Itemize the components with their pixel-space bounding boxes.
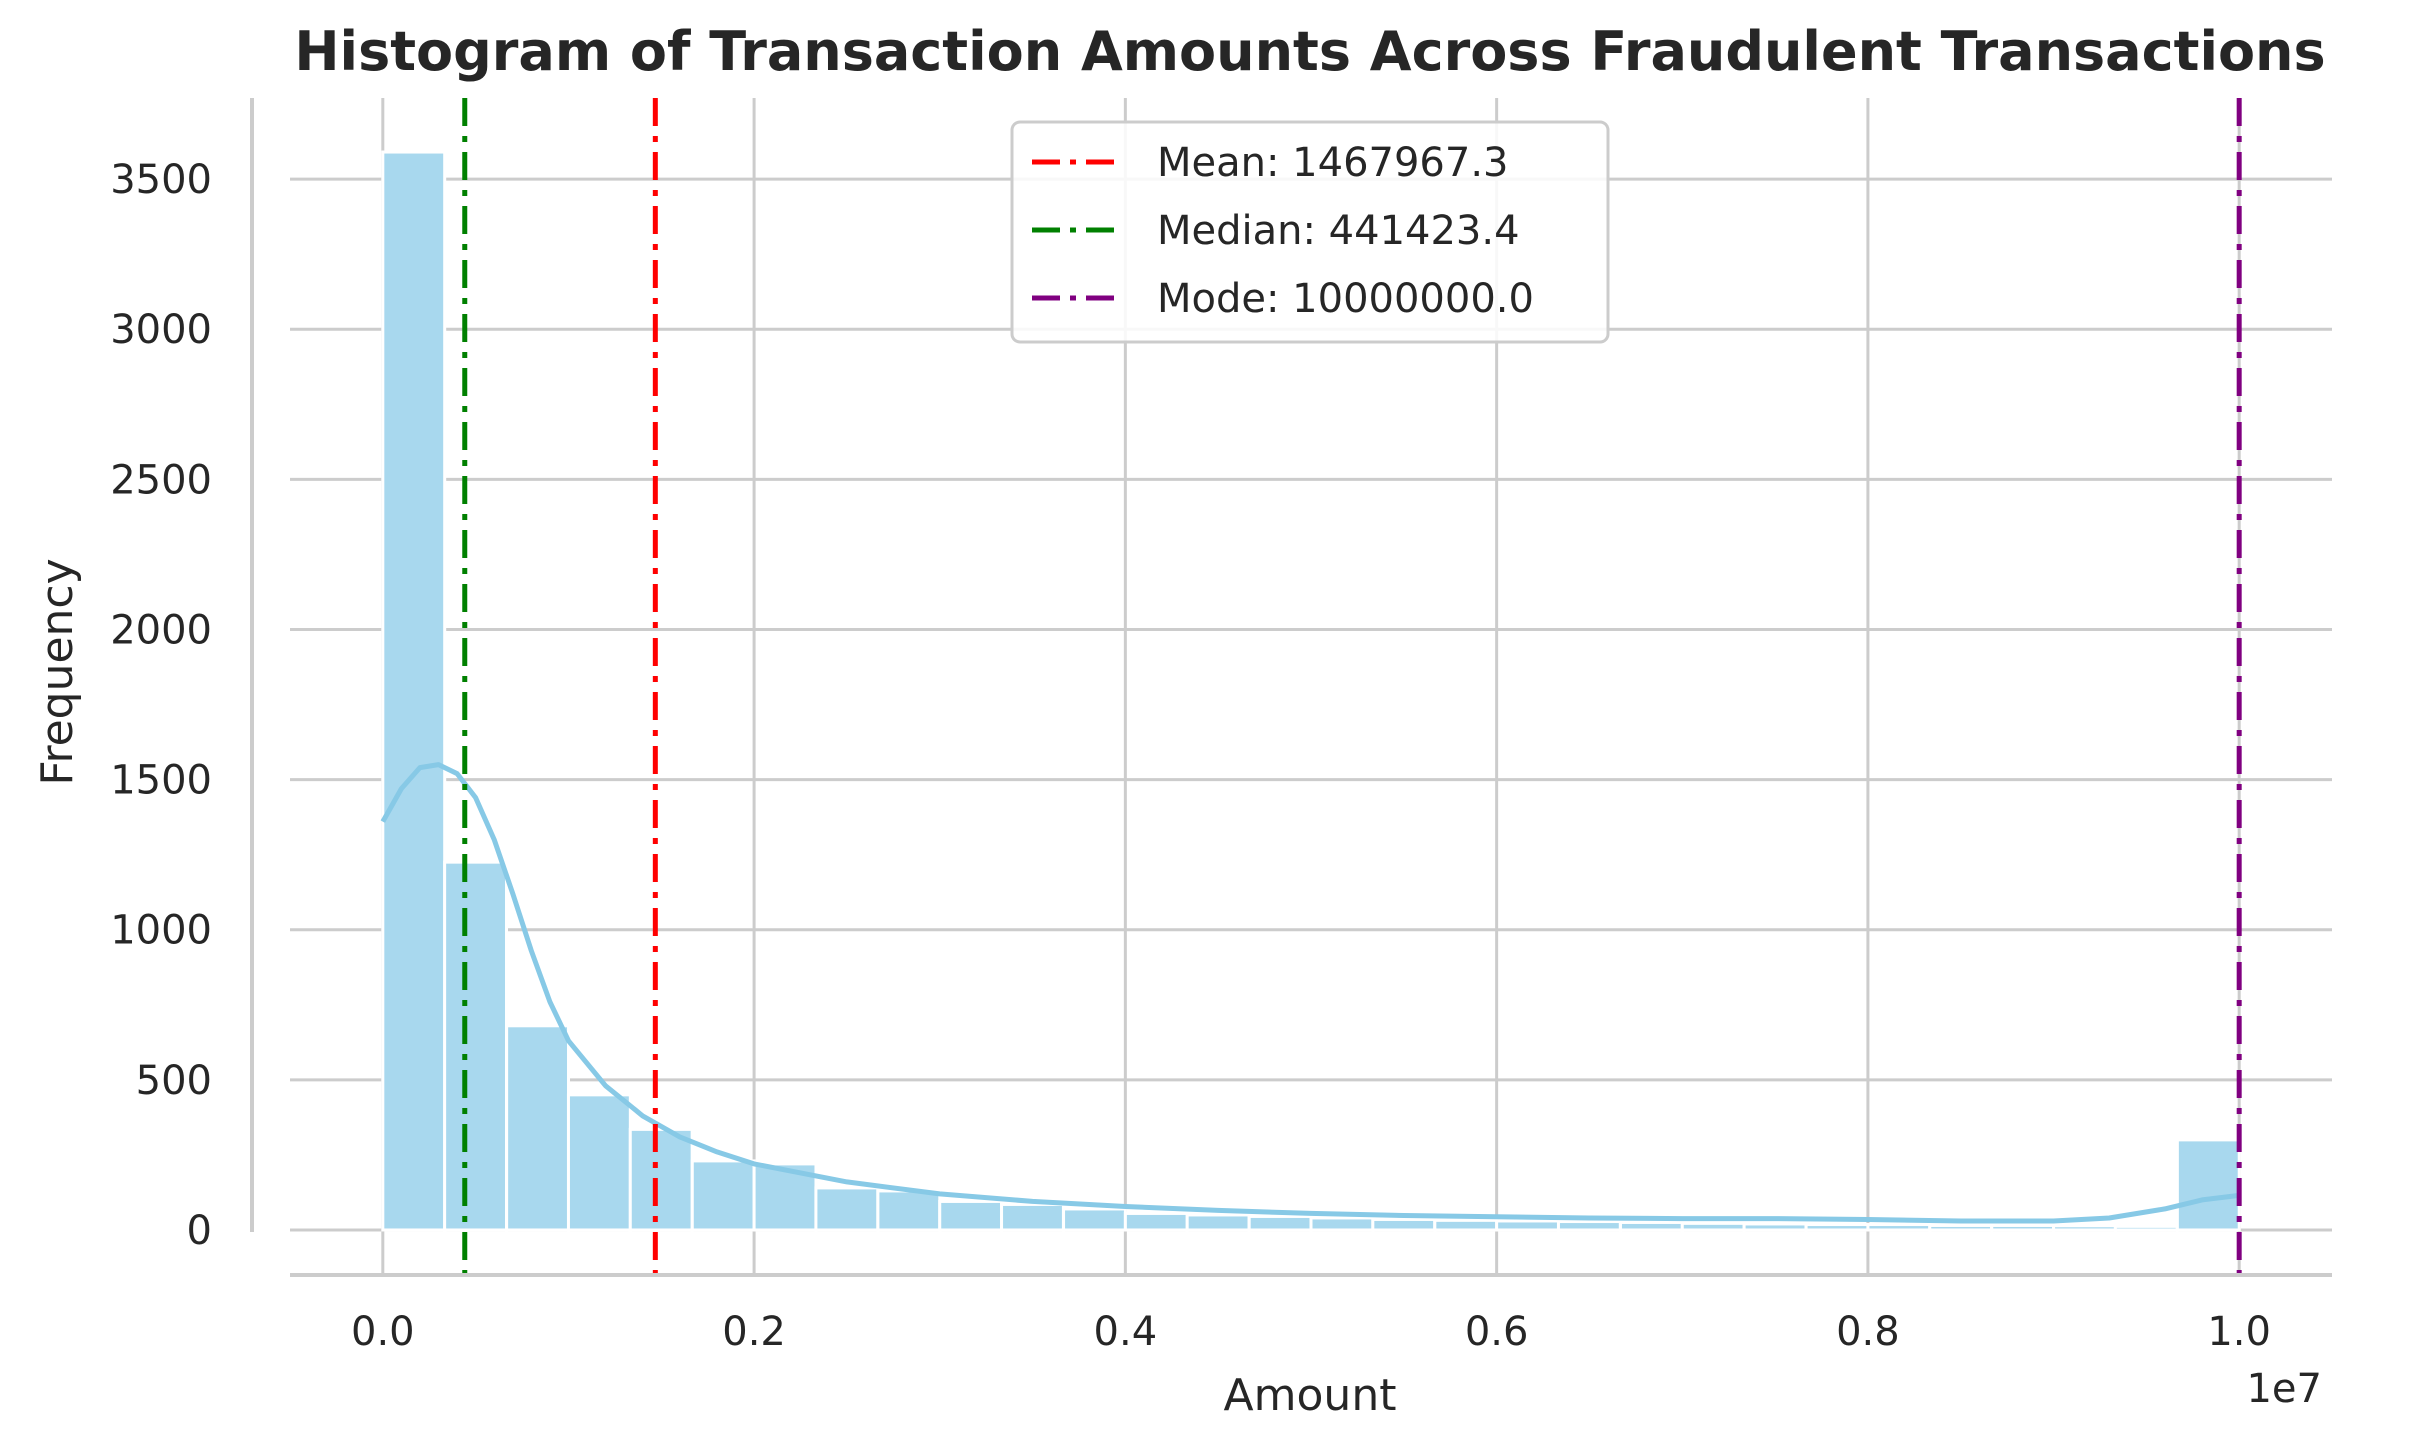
histogram-bar bbox=[1990, 1223, 2056, 1232]
legend: Mean: 1467967.3 Median: 441423.4 Mode: 100… bbox=[1010, 120, 1610, 344]
y-tick-label: 3500 bbox=[110, 157, 212, 203]
histogram-bar bbox=[1556, 1220, 1622, 1232]
x-tick-label: 0.4 bbox=[1094, 1309, 1158, 1355]
histogram-bar bbox=[1371, 1217, 1437, 1232]
histogram-bar bbox=[1742, 1222, 1808, 1232]
y-tick-label: 1500 bbox=[110, 758, 212, 804]
histogram-bar bbox=[1928, 1223, 1994, 1232]
x-tick-label: 0.2 bbox=[722, 1309, 786, 1355]
histogram-bar bbox=[443, 860, 509, 1232]
histogram-bar bbox=[2052, 1224, 2117, 1232]
histogram-bar bbox=[1866, 1223, 1932, 1232]
y-axis-label: Frequency bbox=[32, 558, 83, 785]
y-tick-label: 1000 bbox=[110, 908, 212, 954]
kde-curve bbox=[380, 762, 2240, 1224]
y-tick-label: 2500 bbox=[110, 457, 212, 503]
bars-layer bbox=[381, 150, 2241, 1232]
x-tick-label: 0.8 bbox=[1836, 1309, 1900, 1355]
legend-entry: Mean: 1467967.3 bbox=[1157, 140, 1508, 186]
histogram-bar bbox=[2175, 1138, 2241, 1232]
x-tick-label: 0.6 bbox=[1465, 1309, 1529, 1355]
histogram-bar bbox=[1247, 1214, 1313, 1232]
chart-title: Histogram of Transaction Amounts Across … bbox=[294, 20, 2325, 83]
histogram-bar bbox=[938, 1199, 1004, 1232]
histogram-bar bbox=[690, 1159, 756, 1232]
kde-layer bbox=[380, 762, 2240, 1224]
histogram-bar bbox=[1804, 1223, 1870, 1232]
histogram-bar bbox=[1433, 1218, 1499, 1232]
histogram-bar bbox=[566, 1093, 632, 1232]
ticks-layer: 0 500 1000 1500 2000 2500 3000 3500 0.0 0.2 0.4 0.6… bbox=[110, 157, 2271, 1355]
histogram-bar bbox=[814, 1186, 880, 1232]
legend-entry: Mode: 10000000.0 bbox=[1157, 276, 1534, 322]
x-tick-label: 1.0 bbox=[2207, 1309, 2271, 1355]
histogram-bar bbox=[2113, 1224, 2179, 1232]
reference-lines-layer bbox=[462, 98, 2242, 1275]
histogram-bar bbox=[1185, 1213, 1251, 1232]
histogram-bar bbox=[1000, 1202, 1065, 1232]
histogram-bar bbox=[876, 1189, 942, 1232]
histogram-bar bbox=[628, 1127, 694, 1232]
x-axis-label: Amount bbox=[1224, 1370, 1397, 1421]
legend-entry: Median: 441423.4 bbox=[1157, 208, 1520, 254]
histogram-bar bbox=[505, 1024, 571, 1232]
histogram-bar bbox=[1123, 1211, 1189, 1232]
histogram-bar bbox=[1680, 1221, 1746, 1232]
axes-layer bbox=[250, 98, 2332, 1277]
y-tick-label: 500 bbox=[136, 1058, 212, 1104]
y-tick-label: 3000 bbox=[110, 307, 212, 353]
histogram-bar bbox=[1309, 1216, 1375, 1232]
x-axis-offset-label: 1e7 bbox=[2246, 1366, 2322, 1412]
histogram-bar bbox=[1062, 1207, 1127, 1232]
legend-box bbox=[1010, 120, 1610, 344]
histogram-bar bbox=[1618, 1220, 1684, 1232]
y-tick-label: 0 bbox=[187, 1208, 212, 1254]
histogram-bar bbox=[381, 150, 447, 1232]
x-tick-label: 0.0 bbox=[351, 1309, 415, 1355]
histogram-bar bbox=[1495, 1219, 1561, 1232]
y-tick-label: 2000 bbox=[110, 607, 212, 653]
